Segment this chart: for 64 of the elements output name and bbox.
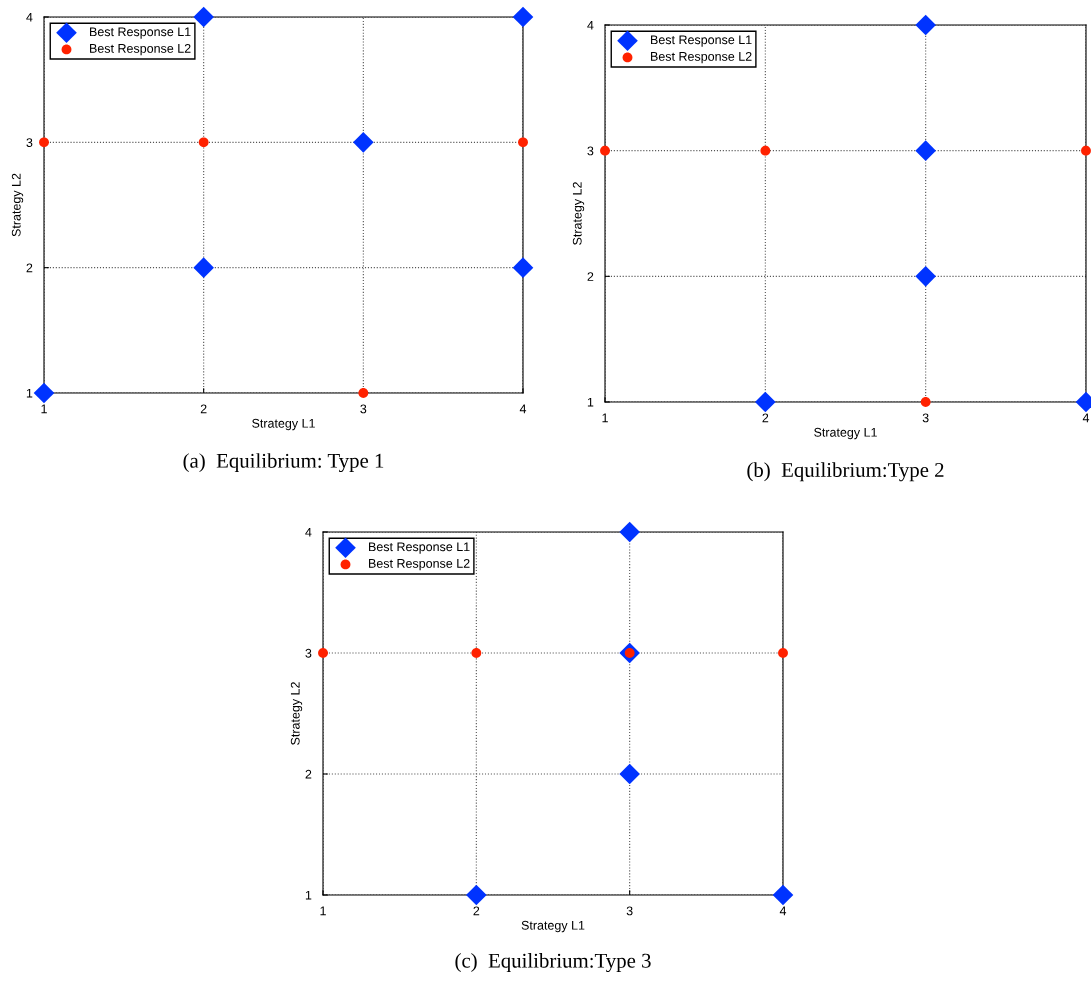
x-tick-label: 4 xyxy=(779,906,787,916)
point xyxy=(198,137,209,148)
y-tick-label: 3 xyxy=(305,648,312,658)
point xyxy=(33,382,55,404)
x-tick-label: 1 xyxy=(41,404,47,414)
point xyxy=(466,884,487,906)
legend-label: Best Response L1 xyxy=(90,27,191,39)
point xyxy=(619,763,640,785)
y-axis-title: Strategy L2 xyxy=(11,173,24,237)
y-tick-label: 3 xyxy=(587,146,594,156)
point xyxy=(193,257,214,278)
point xyxy=(471,648,482,658)
point xyxy=(915,140,936,161)
x-tick-label: 4 xyxy=(1082,413,1090,423)
x-tick-label: 1 xyxy=(602,413,608,423)
point xyxy=(772,884,794,906)
x-axis-title: Strategy L1 xyxy=(814,427,877,440)
legend-label: Best Response L1 xyxy=(369,542,470,554)
point xyxy=(778,648,788,658)
y-tick-label: 4 xyxy=(305,527,312,537)
point xyxy=(518,137,528,148)
x-axis-title: Strategy L1 xyxy=(252,418,315,431)
point xyxy=(358,388,369,398)
text: (c) Equilibrium:Type 3 xyxy=(455,953,651,973)
y-tick-label: 4 xyxy=(587,20,594,30)
point xyxy=(619,521,640,543)
y-tick-label: 2 xyxy=(587,272,594,281)
x-tick-label: 2 xyxy=(473,906,480,916)
point xyxy=(512,257,534,278)
y-tick-label: 1 xyxy=(587,397,594,407)
point xyxy=(318,648,328,658)
point xyxy=(1081,145,1091,156)
point xyxy=(920,397,931,407)
y-tick-label: 1 xyxy=(26,388,33,398)
point xyxy=(915,14,936,36)
point xyxy=(755,391,776,413)
legend-label: Best Response L1 xyxy=(651,35,752,47)
x-tick-label: 2 xyxy=(200,404,207,414)
point xyxy=(353,132,374,153)
legend-label: Best Response L2 xyxy=(369,558,470,571)
y-tick-label: 3 xyxy=(26,138,33,147)
x-tick-label: 2 xyxy=(762,413,769,423)
point xyxy=(600,145,610,156)
y-axis-title: Strategy L2 xyxy=(290,682,303,745)
point xyxy=(193,6,214,28)
y-tick-label: 4 xyxy=(26,12,33,22)
x-tick-label: 3 xyxy=(922,413,929,423)
y-tick-label: 1 xyxy=(305,890,312,900)
legend-label: Best Response L2 xyxy=(90,43,191,56)
text: (a) Equilibrium: Type 1 xyxy=(183,453,384,473)
point xyxy=(39,137,49,148)
x-tick-label: 4 xyxy=(519,404,527,414)
legend-label: Best Response L2 xyxy=(651,51,752,64)
point xyxy=(760,145,771,156)
x-tick-label: 1 xyxy=(320,906,326,916)
y-tick-label: 2 xyxy=(26,263,33,273)
y-axis-title: Strategy L2 xyxy=(572,182,585,245)
text: (b) Equilibrium:Type 2 xyxy=(747,462,944,482)
x-tick-label: 3 xyxy=(360,404,367,414)
point xyxy=(512,6,534,28)
point xyxy=(915,266,936,287)
x-axis-title: Strategy L1 xyxy=(521,920,585,933)
x-tick-label: 3 xyxy=(626,906,633,916)
y-tick-label: 2 xyxy=(305,769,312,779)
